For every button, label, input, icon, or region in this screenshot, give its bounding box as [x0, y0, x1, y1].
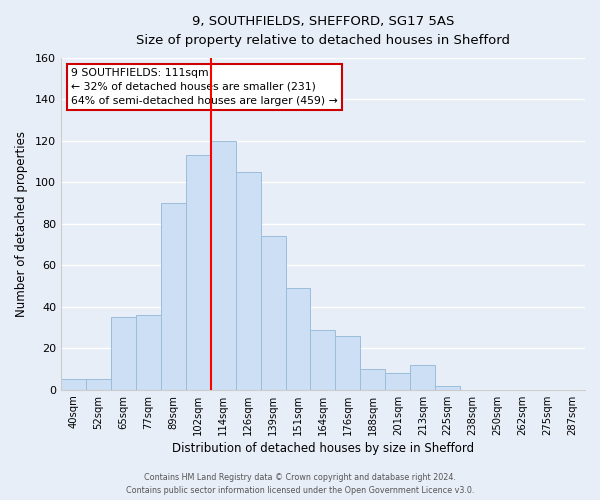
Bar: [260, 236, 286, 390]
Bar: [310, 330, 335, 390]
Title: 9, SOUTHFIELDS, SHEFFORD, SG17 5AS
Size of property relative to detached houses : 9, SOUTHFIELDS, SHEFFORD, SG17 5AS Size …: [136, 15, 510, 47]
Bar: [186, 156, 211, 390]
Text: Contains HM Land Registry data © Crown copyright and database right 2024.
Contai: Contains HM Land Registry data © Crown c…: [126, 474, 474, 495]
Bar: [335, 336, 361, 390]
Bar: [161, 203, 186, 390]
Bar: [286, 288, 310, 390]
Bar: [361, 369, 385, 390]
X-axis label: Distribution of detached houses by size in Shefford: Distribution of detached houses by size …: [172, 442, 474, 455]
Bar: [111, 317, 136, 390]
Bar: [61, 380, 86, 390]
Bar: [435, 386, 460, 390]
Bar: [410, 365, 435, 390]
Text: 9 SOUTHFIELDS: 111sqm
← 32% of detached houses are smaller (231)
64% of semi-det: 9 SOUTHFIELDS: 111sqm ← 32% of detached …: [71, 68, 338, 106]
Y-axis label: Number of detached properties: Number of detached properties: [15, 131, 28, 317]
Bar: [86, 380, 111, 390]
Bar: [211, 141, 236, 390]
Bar: [136, 315, 161, 390]
Bar: [385, 373, 410, 390]
Bar: [236, 172, 260, 390]
